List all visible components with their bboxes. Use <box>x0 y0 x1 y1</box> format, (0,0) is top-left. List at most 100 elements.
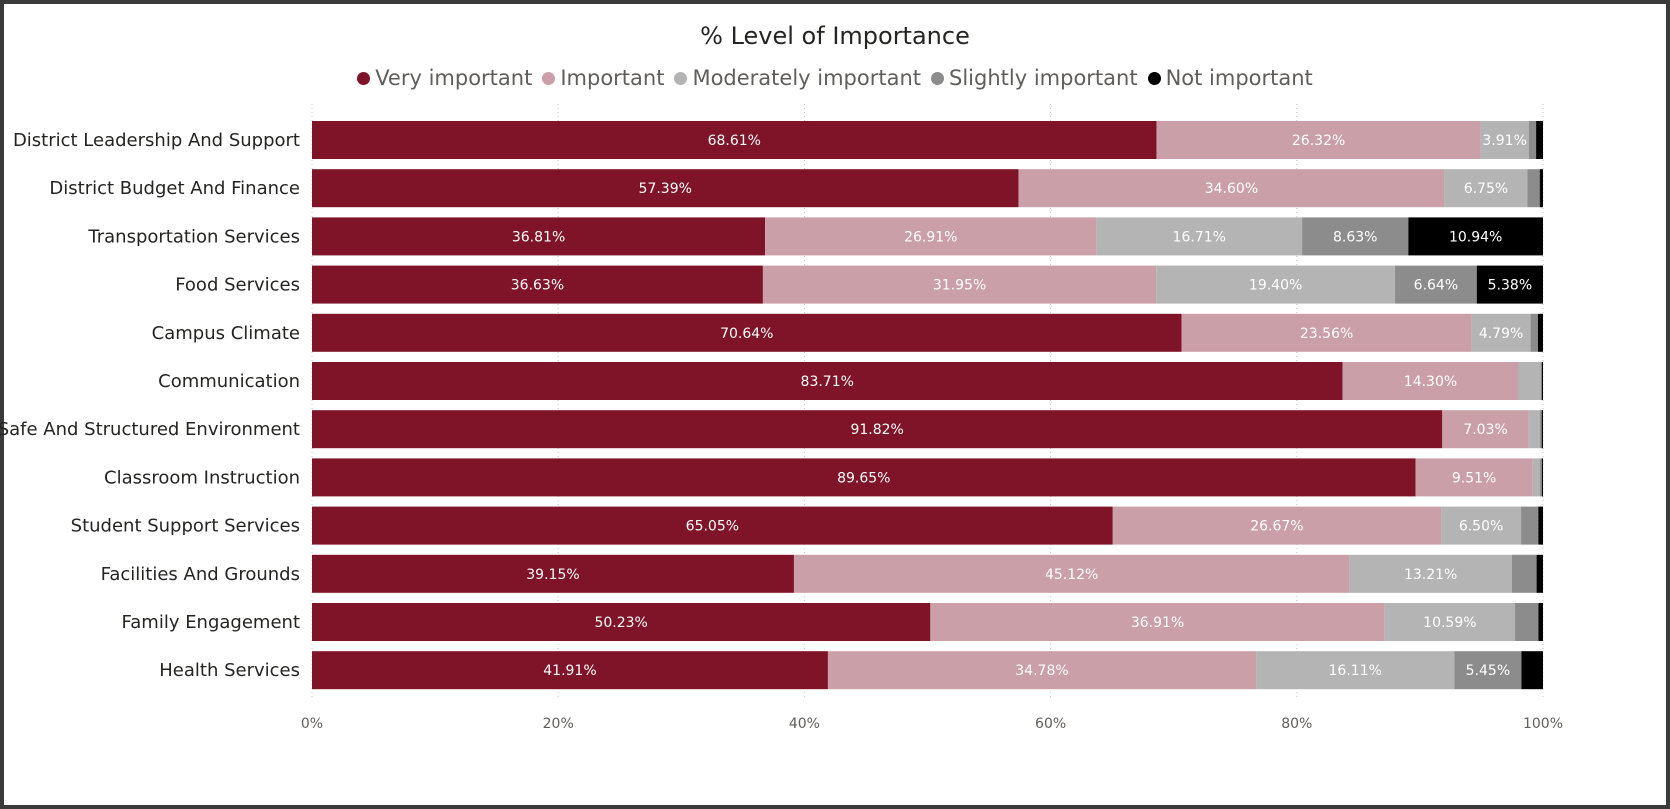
bar-segment <box>1521 506 1539 545</box>
data-label: 5.45% <box>1466 663 1510 679</box>
bar-segment <box>1156 265 1396 304</box>
bar-segment <box>1476 265 1543 304</box>
x-tick-label: 80% <box>1281 716 1312 732</box>
data-label: 23.56% <box>1300 326 1353 342</box>
bar-segment <box>1511 554 1537 593</box>
bar-segment <box>1096 217 1303 256</box>
data-label: 5.38% <box>1488 278 1532 294</box>
data-label: 8.63% <box>1333 229 1377 245</box>
bar-segment <box>1444 169 1528 208</box>
bar-segment <box>1536 121 1543 159</box>
bar-segment <box>1539 169 1543 208</box>
data-label: 89.65% <box>837 470 890 486</box>
bar-segment <box>1528 410 1540 449</box>
bar-segment <box>1536 554 1543 593</box>
legend-marker <box>1147 71 1161 85</box>
legend-label: Moderately important <box>692 66 922 90</box>
bar-segment <box>1112 506 1442 545</box>
data-label: 10.59% <box>1423 615 1476 631</box>
bar-segment <box>1528 121 1537 159</box>
data-label: 26.91% <box>904 229 957 245</box>
data-label: 68.61% <box>708 133 761 149</box>
bar-segment <box>1540 458 1542 497</box>
chart-legend: Very important Important Moderately import… <box>4 66 1666 90</box>
bar-segment <box>1537 313 1543 352</box>
category-label: Communication <box>158 371 300 392</box>
legend-marker <box>674 71 688 85</box>
x-tick-label: 20% <box>543 716 574 732</box>
bar-segment <box>312 265 763 304</box>
data-label: 9.51% <box>1452 470 1496 486</box>
bar-segment <box>312 217 766 256</box>
x-tick-label: 0% <box>301 716 323 732</box>
bar-segment <box>312 554 794 593</box>
bar-segment <box>1538 603 1543 641</box>
data-label: 83.71% <box>801 374 854 390</box>
data-label: 39.15% <box>526 567 579 583</box>
bar-segment <box>1454 651 1522 690</box>
x-tick-label: 100% <box>1523 716 1563 732</box>
legend-label: Not important <box>1165 66 1313 90</box>
bar-segment <box>1530 313 1538 352</box>
bar-segment <box>312 121 1157 159</box>
category-label: Campus Climate <box>152 323 300 344</box>
bar-segment <box>312 651 828 690</box>
bar-segment <box>312 313 1182 352</box>
bar-segment <box>1527 169 1540 208</box>
data-label: 4.79% <box>1479 326 1523 342</box>
bar-segment <box>1541 410 1543 449</box>
bar-segment <box>930 603 1385 641</box>
bar-segment <box>827 651 1257 690</box>
bar-segment <box>1515 603 1539 641</box>
legend-label: Very important <box>375 66 533 90</box>
category-label: Health Services <box>159 660 300 681</box>
bar-segment <box>312 410 1443 449</box>
data-label: 6.64% <box>1414 278 1458 294</box>
legend-marker <box>357 71 371 85</box>
bar-segment <box>765 217 1097 256</box>
bar-segment <box>1541 458 1543 497</box>
bar-segment <box>1018 169 1445 208</box>
bar-segment <box>1518 362 1541 400</box>
legend-marker <box>542 71 556 85</box>
data-label: 34.60% <box>1205 181 1258 197</box>
data-label: 14.30% <box>1404 374 1457 390</box>
category-label: Food Services <box>175 275 300 296</box>
bar-segment <box>312 169 1019 208</box>
data-label: 91.82% <box>850 422 903 438</box>
data-label: 3.91% <box>1482 133 1526 149</box>
x-tick-label: 60% <box>1035 716 1066 732</box>
data-label: 26.67% <box>1250 519 1303 535</box>
data-label: 13.21% <box>1404 567 1457 583</box>
data-label: 36.81% <box>512 229 565 245</box>
legend-item[interactable]: Important <box>542 66 664 90</box>
data-label: 19.40% <box>1249 278 1302 294</box>
data-label: 6.50% <box>1459 519 1503 535</box>
legend-label: Slightly important <box>949 66 1138 90</box>
bar-segment <box>312 506 1113 545</box>
bar-segment <box>1349 554 1512 593</box>
bar-segment <box>1480 121 1529 159</box>
bar-segment <box>1384 603 1516 641</box>
bar-segment <box>1441 506 1522 545</box>
bar-segment <box>1181 313 1472 352</box>
data-label: 50.23% <box>594 615 647 631</box>
data-label: 16.11% <box>1329 663 1382 679</box>
data-label: 31.95% <box>933 278 986 294</box>
bar-segment <box>1342 362 1519 400</box>
bar-segment <box>793 554 1350 593</box>
category-label: Transportation Services <box>87 226 300 247</box>
bar-segment <box>1408 217 1543 256</box>
data-label: 45.12% <box>1045 567 1098 583</box>
legend-item[interactable]: Moderately important <box>674 66 921 90</box>
legend-item[interactable]: Not important <box>1147 66 1313 90</box>
data-label: 7.03% <box>1463 422 1507 438</box>
category-label: Safe And Structured Environment <box>0 419 300 440</box>
bar-segment <box>1532 458 1541 497</box>
bar-segment <box>1442 410 1529 449</box>
data-label: 41.91% <box>543 663 596 679</box>
legend-item[interactable]: Very important <box>357 66 532 90</box>
legend-item[interactable]: Slightly important <box>931 66 1138 90</box>
category-label: Classroom Instruction <box>104 467 300 488</box>
